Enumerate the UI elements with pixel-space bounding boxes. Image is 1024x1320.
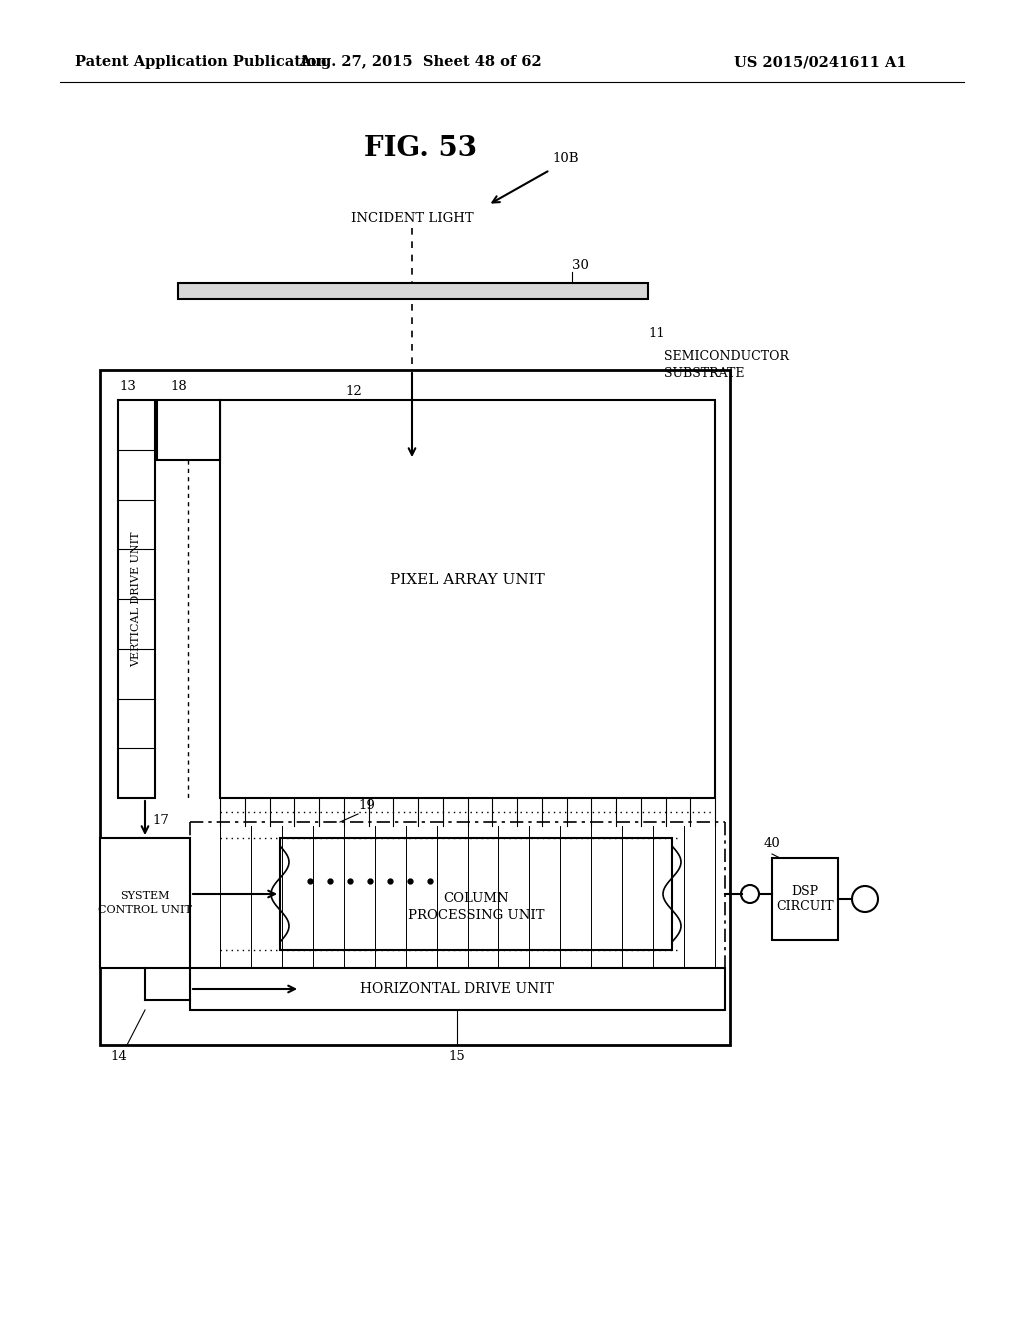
Bar [118, 400, 155, 799]
Text: PIXEL ARRAY UNIT: PIXEL ARRAY UNIT [389, 573, 545, 587]
Bar [772, 858, 838, 940]
Text: 19: 19 [358, 799, 375, 812]
Text: 30: 30 [572, 259, 589, 272]
Text: 40: 40 [764, 837, 780, 850]
Text: 13: 13 [119, 380, 136, 393]
Text: SYSTEM
CONTROL UNIT: SYSTEM CONTROL UNIT [98, 891, 191, 915]
Bar [280, 838, 672, 950]
Text: 17: 17 [152, 813, 169, 826]
Bar [178, 282, 648, 300]
Text: Aug. 27, 2015  Sheet 48 of 62: Aug. 27, 2015 Sheet 48 of 62 [299, 55, 542, 69]
Circle shape [852, 886, 878, 912]
Text: FIG. 53: FIG. 53 [364, 135, 476, 161]
Text: DSP
CIRCUIT: DSP CIRCUIT [776, 884, 834, 913]
Bar [100, 838, 190, 968]
Text: 15: 15 [449, 1049, 465, 1063]
Text: 12: 12 [345, 385, 361, 399]
Text: SEMICONDUCTOR
SUBSTRATE: SEMICONDUCTOR SUBSTRATE [664, 350, 790, 380]
Text: 11: 11 [648, 327, 665, 341]
Bar [100, 370, 730, 1045]
Text: 14: 14 [111, 1049, 127, 1063]
Text: COLUMN
PROCESSING UNIT: COLUMN PROCESSING UNIT [408, 892, 544, 923]
Bar [190, 968, 725, 1010]
Text: US 2015/0241611 A1: US 2015/0241611 A1 [733, 55, 906, 69]
Text: 10B: 10B [552, 152, 579, 165]
Circle shape [741, 884, 759, 903]
Bar [157, 400, 220, 459]
Text: HORIZONTAL DRIVE UNIT: HORIZONTAL DRIVE UNIT [360, 982, 554, 997]
Text: Patent Application Publication: Patent Application Publication [75, 55, 327, 69]
Bar [220, 400, 715, 799]
Text: INCIDENT LIGHT: INCIDENT LIGHT [350, 211, 473, 224]
Text: 18: 18 [170, 380, 186, 393]
Text: VERTICAL DRIVE UNIT: VERTICAL DRIVE UNIT [131, 531, 141, 667]
